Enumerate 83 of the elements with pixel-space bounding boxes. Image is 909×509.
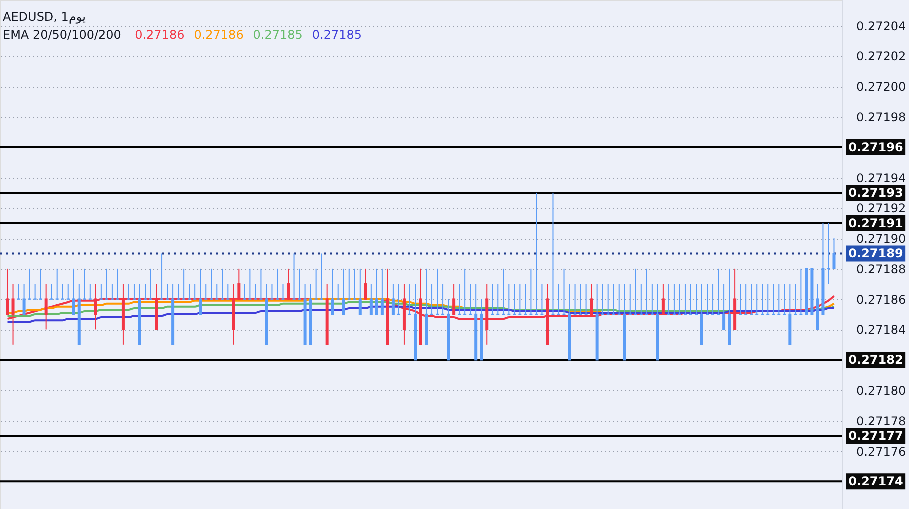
candlestick xyxy=(292,253,296,300)
candlestick xyxy=(28,268,32,300)
candlestick xyxy=(72,268,76,316)
candlestick xyxy=(216,284,219,300)
candlestick xyxy=(204,284,208,300)
candlestick xyxy=(110,284,114,300)
candlestick xyxy=(56,268,59,300)
y-tick-label: 0.27198 xyxy=(856,110,906,124)
candlestick xyxy=(243,284,246,300)
candlestick xyxy=(17,284,20,300)
candlestick xyxy=(260,268,263,300)
candlestick xyxy=(270,284,274,300)
y-tick-label: 0.27186 xyxy=(856,292,906,307)
candlestick xyxy=(50,284,54,300)
candlestick xyxy=(226,284,230,300)
candlestick xyxy=(331,268,334,316)
y-tick-label: 0.27200 xyxy=(856,80,906,94)
y-tick-label: 0.27204 xyxy=(856,19,906,34)
candlestick xyxy=(380,268,384,316)
candlestick xyxy=(276,268,280,300)
ref-line-label: 0.27182 xyxy=(848,353,904,368)
ref-line-label: 0.27196 xyxy=(848,140,904,154)
candlestick xyxy=(336,284,340,300)
candlestick xyxy=(210,268,214,300)
candlestick xyxy=(199,268,202,316)
candlestick xyxy=(298,268,302,300)
candlestick xyxy=(342,268,346,316)
ref-line-label: 0.27174 xyxy=(848,474,904,489)
candlestick xyxy=(722,284,726,330)
candlestick xyxy=(132,284,136,300)
candlestick xyxy=(375,268,378,316)
annotation: 0.27186 xyxy=(194,28,244,42)
candlestick xyxy=(182,268,186,300)
candlestick xyxy=(320,253,324,300)
ref-line-label: 0.27191 xyxy=(848,216,904,230)
candlestick xyxy=(392,284,395,316)
candlestick xyxy=(127,284,130,300)
annotation: 0.27185 xyxy=(312,28,362,42)
candlestick xyxy=(314,268,318,300)
candlestick xyxy=(221,268,224,300)
annotation: EMA 20/50/100/200 xyxy=(3,28,122,42)
y-tick-label: 0.27178 xyxy=(856,414,906,428)
candlestick xyxy=(348,268,351,300)
candlestick xyxy=(116,268,120,300)
y-tick-label: 0.27192 xyxy=(856,202,906,216)
ref-line-label: 0.27193 xyxy=(848,186,904,200)
y-tick-label: 0.27176 xyxy=(856,444,906,459)
candlestick xyxy=(88,284,92,300)
candlestick xyxy=(166,284,170,300)
annotation: 0.27185 xyxy=(253,28,303,42)
candlestick xyxy=(194,284,197,300)
candlestick xyxy=(358,268,362,316)
text: AEDUSD, 1يوم xyxy=(3,10,86,24)
candlestick xyxy=(22,284,26,316)
y-tick-label: 0.27184 xyxy=(856,323,906,338)
candlestick xyxy=(832,238,836,270)
candlestick xyxy=(248,268,252,300)
candlestick xyxy=(100,284,103,300)
candlestick xyxy=(160,253,164,300)
y-tick-label: 0.27190 xyxy=(856,232,906,246)
y-tick-label: 0.27180 xyxy=(856,384,906,398)
candlestick xyxy=(144,284,148,300)
candlestick xyxy=(150,268,153,300)
y-tick-label: 0.27188 xyxy=(856,262,906,276)
candlestick xyxy=(370,284,373,316)
ref-line-label: 0.27189 xyxy=(848,246,904,261)
candlestick xyxy=(61,284,64,300)
annotation: 0.27186 xyxy=(135,28,185,42)
candlestick xyxy=(282,284,285,300)
y-tick-label: 0.27202 xyxy=(856,50,906,64)
y-tick-label: 0.27194 xyxy=(856,171,906,186)
candlestick xyxy=(34,284,37,300)
candlestick xyxy=(188,284,192,300)
candlestick xyxy=(177,284,180,300)
ref-line-label: 0.27177 xyxy=(848,429,904,444)
candlestick xyxy=(254,284,258,300)
candlestick xyxy=(66,284,70,300)
candlestick xyxy=(83,268,86,300)
candlestick xyxy=(353,268,356,300)
candlestick xyxy=(105,268,108,300)
candlestick xyxy=(364,268,368,300)
candlestick xyxy=(6,268,10,316)
candlestick xyxy=(39,268,42,300)
